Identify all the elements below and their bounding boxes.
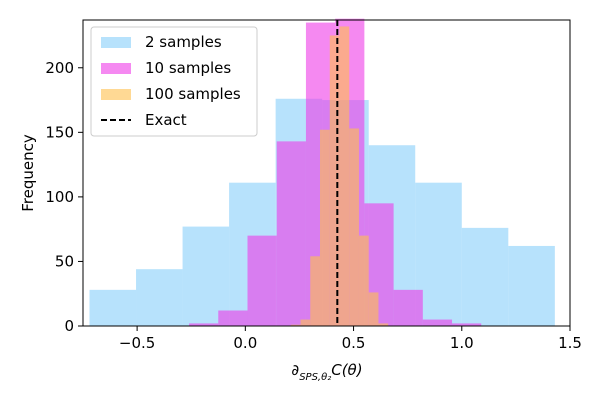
x-axis-label: ∂SPS,θ₂C(θ) <box>291 361 362 383</box>
legend[interactable]: 2 samples 10 samples 100 samples Exact <box>90 26 258 137</box>
legend-label: 100 samples <box>145 85 241 103</box>
x-tick-label: 1.5 <box>558 334 582 352</box>
legend-label: 2 samples <box>145 33 222 51</box>
x-tick-label: −0.5 <box>119 334 155 352</box>
bar-2-4 <box>329 35 340 326</box>
bar-2-8 <box>368 292 379 326</box>
bar-2-1 <box>300 319 311 326</box>
y-tick-label: 150 <box>45 123 74 141</box>
legend-label: 10 samples <box>145 59 231 77</box>
y-axis-label: Frequency <box>19 134 37 212</box>
bar-2-5 <box>339 26 350 327</box>
y-tick-label: 100 <box>45 188 74 206</box>
bar-2-0 <box>290 324 301 326</box>
y-axis: 0 50 100 150 200 <box>45 59 83 335</box>
bar-1-2 <box>247 235 277 326</box>
y-tick-label: 200 <box>45 59 74 77</box>
bars-layer <box>89 18 555 327</box>
bar-1-7 <box>393 289 423 326</box>
bar-1-1 <box>218 310 248 326</box>
legend-swatch <box>101 37 131 48</box>
bar-1-0 <box>189 323 219 326</box>
bar-0-0 <box>89 289 137 326</box>
bar-1-3 <box>276 141 306 326</box>
bar-2-2 <box>310 256 321 326</box>
bar-2-6 <box>349 128 359 326</box>
x-axis: −0.5 0.0 0.5 1.0 1.5 <box>119 326 582 352</box>
x-axis-label-sub: SPS,θ₂ <box>299 372 331 383</box>
bar-1-8 <box>422 319 453 326</box>
legend-label: Exact <box>145 111 187 129</box>
bar-0-9 <box>508 245 555 326</box>
x-axis-label-main: ∂ <box>291 361 299 379</box>
bar-0-7 <box>415 182 462 326</box>
bar-0-8 <box>461 227 509 326</box>
y-tick-label: 0 <box>64 317 74 335</box>
plot-frame <box>82 19 571 327</box>
bar-2-9 <box>378 323 389 326</box>
legend-swatch <box>101 89 131 100</box>
x-tick-label: 0.5 <box>342 334 366 352</box>
bar-2-7 <box>358 235 369 326</box>
x-tick-label: 1.0 <box>450 334 474 352</box>
bar-0-2 <box>182 226 230 326</box>
x-tick-label: 0.0 <box>233 334 257 352</box>
bar-2-3 <box>320 129 330 326</box>
series-2 <box>290 26 389 327</box>
bar-1-9 <box>452 323 482 326</box>
legend-box <box>90 26 258 137</box>
x-axis-label-rest: C(θ) <box>331 361 362 379</box>
legend-swatch <box>101 63 131 74</box>
bar-0-1 <box>136 269 183 326</box>
y-tick-label: 50 <box>55 252 74 270</box>
